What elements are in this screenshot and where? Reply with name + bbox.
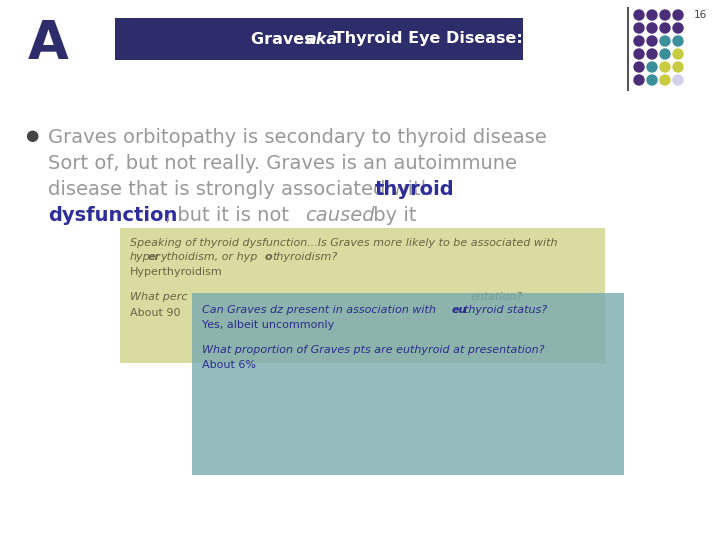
FancyBboxPatch shape: [192, 293, 624, 475]
Circle shape: [634, 36, 644, 46]
Text: er: er: [148, 252, 161, 262]
FancyBboxPatch shape: [120, 228, 605, 363]
Text: hyp: hyp: [130, 252, 150, 262]
Circle shape: [634, 49, 644, 59]
Circle shape: [660, 75, 670, 85]
Text: Graves: Graves: [251, 31, 319, 46]
Circle shape: [647, 36, 657, 46]
Text: thyroid: thyroid: [375, 180, 454, 199]
Circle shape: [660, 23, 670, 33]
Circle shape: [673, 23, 683, 33]
Circle shape: [647, 75, 657, 85]
Circle shape: [660, 49, 670, 59]
Text: aka: aka: [306, 31, 338, 46]
Text: entation?: entation?: [470, 292, 522, 302]
Text: What perc: What perc: [130, 292, 187, 302]
Text: disease that is strongly associated with: disease that is strongly associated with: [48, 180, 439, 199]
Text: Thyroid Eye Disease: True/False: Thyroid Eye Disease: True/False: [328, 31, 621, 46]
Text: caused: caused: [305, 206, 374, 225]
Circle shape: [647, 23, 657, 33]
Text: 16: 16: [694, 10, 707, 20]
Text: eu: eu: [452, 305, 467, 315]
Circle shape: [634, 62, 644, 72]
Text: thyroid status?: thyroid status?: [464, 305, 547, 315]
Text: Yes, albeit uncommonly: Yes, albeit uncommonly: [202, 320, 334, 330]
Text: ythoidism, or hyp: ythoidism, or hyp: [160, 252, 257, 262]
Text: About 90: About 90: [130, 308, 181, 318]
Circle shape: [647, 62, 657, 72]
FancyBboxPatch shape: [115, 18, 523, 60]
Circle shape: [673, 62, 683, 72]
Circle shape: [634, 10, 644, 20]
Circle shape: [647, 10, 657, 20]
Circle shape: [673, 75, 683, 85]
Text: Can Graves dz present in association with: Can Graves dz present in association wit…: [202, 305, 439, 315]
Circle shape: [647, 49, 657, 59]
Text: thyroidism?: thyroidism?: [272, 252, 337, 262]
Circle shape: [660, 62, 670, 72]
Text: Sort of, but not really. Graves is an autoimmune: Sort of, but not really. Graves is an au…: [48, 154, 517, 173]
Circle shape: [660, 10, 670, 20]
Text: by it: by it: [367, 206, 416, 225]
Circle shape: [673, 10, 683, 20]
Text: About 6%: About 6%: [202, 360, 256, 370]
Text: A: A: [28, 18, 69, 70]
Circle shape: [673, 49, 683, 59]
Text: Hyperthyroidism: Hyperthyroidism: [130, 267, 222, 277]
Circle shape: [634, 23, 644, 33]
Text: Speaking of thyroid dysfunction...Is Graves more likely to be associated with: Speaking of thyroid dysfunction...Is Gra…: [130, 238, 557, 248]
Circle shape: [673, 36, 683, 46]
Text: ●: ●: [25, 128, 38, 143]
Text: dysfunction: dysfunction: [48, 206, 177, 225]
Text: Graves orbitopathy is secondary to thyroid disease: Graves orbitopathy is secondary to thyro…: [48, 128, 546, 147]
Circle shape: [634, 75, 644, 85]
Text: What proportion of Graves pts are euthyroid at presentation?: What proportion of Graves pts are euthyr…: [202, 345, 544, 355]
Circle shape: [660, 36, 670, 46]
Text: o: o: [265, 252, 273, 262]
Text: , but it is not: , but it is not: [165, 206, 295, 225]
